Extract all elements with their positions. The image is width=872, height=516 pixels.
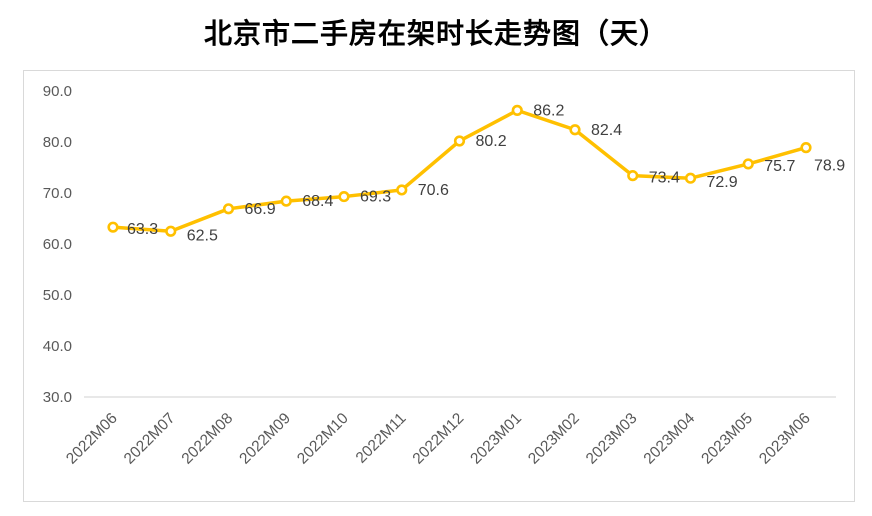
x-axis-tick-label: 2022M11 bbox=[353, 410, 410, 467]
data-point-marker[interactable] bbox=[222, 203, 235, 215]
x-axis-tick-label: 2022M06 bbox=[63, 410, 121, 468]
x-axis-tick-label: 2022M10 bbox=[294, 410, 352, 468]
y-axis-tick-label: 90.0 bbox=[43, 83, 72, 100]
data-point-marker[interactable] bbox=[280, 195, 292, 207]
x-axis-tick-label: 2022M08 bbox=[179, 410, 237, 468]
data-label: 73.4 bbox=[649, 170, 680, 187]
data-label: 75.7 bbox=[764, 158, 795, 175]
y-axis-tick-label: 70.0 bbox=[43, 185, 72, 202]
data-point-marker[interactable] bbox=[396, 184, 408, 196]
data-point-marker[interactable] bbox=[453, 135, 466, 147]
data-label: 72.9 bbox=[707, 174, 738, 191]
x-axis-tick-label: 2023M05 bbox=[698, 410, 756, 468]
data-label: 66.9 bbox=[245, 201, 276, 218]
data-point-marker[interactable] bbox=[107, 221, 119, 233]
data-point-marker[interactable] bbox=[511, 104, 523, 116]
x-axis-tick-label: 2023M06 bbox=[756, 410, 814, 468]
x-axis-tick-label: 2022M07 bbox=[121, 410, 179, 468]
data-point-marker[interactable] bbox=[165, 225, 177, 237]
chart-container: 90.0 80.0 70.0 60.0 50.0 40.0 30.0 2022M06 2022M… bbox=[23, 70, 855, 502]
data-point-marker[interactable] bbox=[338, 190, 350, 203]
data-label: 62.5 bbox=[187, 227, 218, 244]
data-label: 69.3 bbox=[360, 189, 391, 206]
data-label: 80.2 bbox=[476, 133, 507, 150]
x-axis-tick-label: 2023M01 bbox=[467, 410, 525, 468]
x-axis-tick-label: 2023M04 bbox=[641, 410, 699, 468]
data-point-marker[interactable] bbox=[569, 124, 581, 136]
y-axis-tick-label: 30.0 bbox=[43, 389, 72, 406]
x-axis-tick-label: 2023M02 bbox=[525, 410, 583, 468]
y-axis-tick-label: 40.0 bbox=[43, 338, 72, 355]
data-label: 78.9 bbox=[814, 158, 845, 175]
y-axis-tick-label: 60.0 bbox=[43, 236, 72, 253]
y-axis-tick-label: 50.0 bbox=[43, 287, 72, 304]
data-point-marker[interactable] bbox=[742, 158, 754, 170]
data-label: 63.3 bbox=[127, 221, 158, 238]
data-label: 82.4 bbox=[591, 122, 622, 139]
x-axis-tick-label: 2022M12 bbox=[410, 410, 468, 468]
data-label: 68.4 bbox=[302, 193, 333, 210]
chart-title: 北京市二手房在架时长走势图（天） bbox=[203, 18, 668, 49]
y-axis-tick-label: 80.0 bbox=[43, 134, 72, 151]
data-label: 70.6 bbox=[418, 182, 449, 199]
x-axis-tick-label: 2022M09 bbox=[236, 410, 294, 468]
data-label: 86.2 bbox=[533, 102, 564, 119]
line-series bbox=[111, 108, 808, 233]
data-point-marker[interactable] bbox=[627, 170, 639, 182]
data-point-marker[interactable] bbox=[800, 142, 812, 154]
data-point-marker[interactable] bbox=[684, 172, 697, 184]
x-axis-tick-label: 2023M03 bbox=[583, 410, 641, 468]
